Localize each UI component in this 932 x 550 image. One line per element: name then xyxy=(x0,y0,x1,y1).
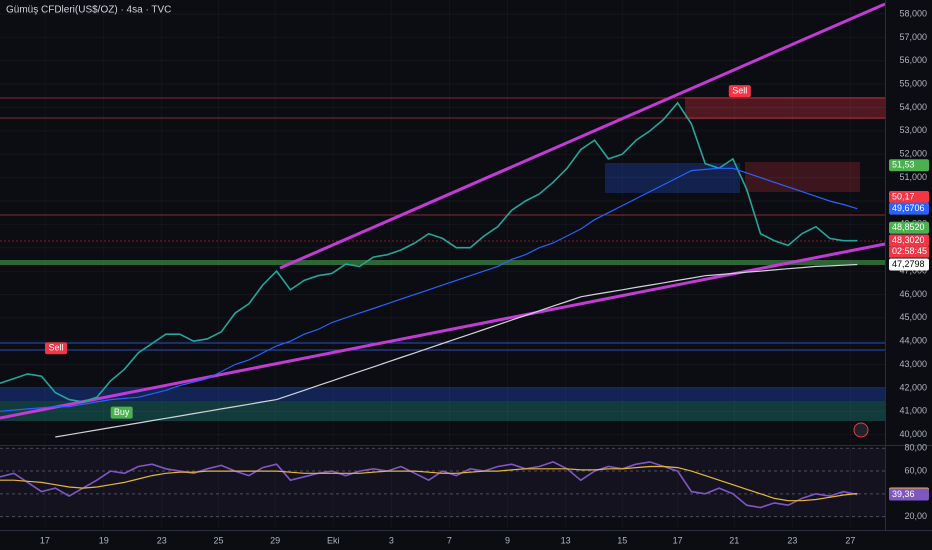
signal-label: Sell xyxy=(732,86,747,96)
sell-zone xyxy=(745,162,860,192)
price-tag xyxy=(889,488,929,501)
price-tag-label: 47,2798 xyxy=(892,259,925,269)
countdown: 02:58:45 xyxy=(892,246,927,256)
x-tick-label: Eki xyxy=(327,535,340,545)
price-tag xyxy=(889,202,929,215)
x-tick-label: 17 xyxy=(40,535,50,545)
rsi-band xyxy=(0,448,885,517)
x-tick-label: 9 xyxy=(505,535,510,545)
signal-badge xyxy=(45,342,68,355)
y-tick-label: 58,000 xyxy=(899,8,927,18)
y-tick-label: 54,000 xyxy=(899,102,927,112)
y-tick-label: 51,000 xyxy=(899,172,927,182)
x-tick-label: 7 xyxy=(447,535,452,545)
price-tag xyxy=(889,159,929,172)
price-tag xyxy=(889,234,929,247)
price-tag-label: 49,6706 xyxy=(892,203,925,213)
signal-label: Sell xyxy=(48,343,63,353)
series-line xyxy=(0,167,858,412)
flag-icon[interactable] xyxy=(853,422,869,438)
price-tag-label: 39,36 xyxy=(892,489,915,499)
signal-label: Buy xyxy=(114,407,130,417)
x-tick-label: 23 xyxy=(787,535,797,545)
y-tick-label: 40,000 xyxy=(899,429,927,439)
x-tick-label: 13 xyxy=(561,535,571,545)
y-tick-label: 56,000 xyxy=(899,55,927,65)
price-tag xyxy=(889,221,929,234)
series-line xyxy=(55,263,858,438)
price-tag-label: 51,53 xyxy=(892,160,915,170)
y-tick-label: 43,000 xyxy=(899,359,927,369)
green-band xyxy=(0,260,885,265)
y-tick-label: 42,000 xyxy=(899,382,927,392)
price-tag-label: 48,3020 xyxy=(892,235,925,245)
y-tick-label: 53,000 xyxy=(899,125,927,135)
x-tick-label: 29 xyxy=(270,535,280,545)
countdown-tag xyxy=(889,246,929,258)
x-tick-label: 17 xyxy=(673,535,683,545)
blue-zone xyxy=(0,387,885,401)
trendline xyxy=(279,2,886,270)
zones xyxy=(0,97,885,421)
y-tick-label: 52,000 xyxy=(899,149,927,159)
x-tick-label: 19 xyxy=(99,535,109,545)
y-tick-label: 20,00 xyxy=(904,511,927,521)
x-tick-label: 27 xyxy=(845,535,855,545)
series-line xyxy=(0,461,858,509)
sell-zone xyxy=(685,97,885,119)
chart-title: Gümüş CFDleri(US$/OZ) · 4sa · TVC xyxy=(6,5,171,16)
price-tag-label: 48,8520 xyxy=(892,222,925,232)
x-tick-label: 3 xyxy=(389,535,394,545)
y-tick-label: 41,000 xyxy=(899,406,927,416)
series-line xyxy=(0,101,858,403)
signal-badge xyxy=(110,406,133,419)
price-tag-label: 50,17 xyxy=(892,191,915,201)
y-tick-label: 57,000 xyxy=(899,32,927,42)
series-line xyxy=(0,465,858,502)
y-tick-label: 80,00 xyxy=(904,443,927,453)
y-tick-label: 45,000 xyxy=(899,312,927,322)
y-tick-label: 60,00 xyxy=(904,465,927,475)
x-tick-label: 21 xyxy=(729,535,739,545)
x-tick-label: 15 xyxy=(617,535,627,545)
price-tag xyxy=(889,190,929,203)
green-zone xyxy=(0,401,885,421)
signal-badge xyxy=(728,85,751,98)
y-tick-label: 44,000 xyxy=(899,336,927,346)
x-tick-label: 25 xyxy=(213,535,223,545)
price-tag xyxy=(889,258,929,271)
y-tick-label: 46,000 xyxy=(899,289,927,299)
y-tick-label: 55,000 xyxy=(899,79,927,89)
x-tick-label: 23 xyxy=(157,535,167,545)
